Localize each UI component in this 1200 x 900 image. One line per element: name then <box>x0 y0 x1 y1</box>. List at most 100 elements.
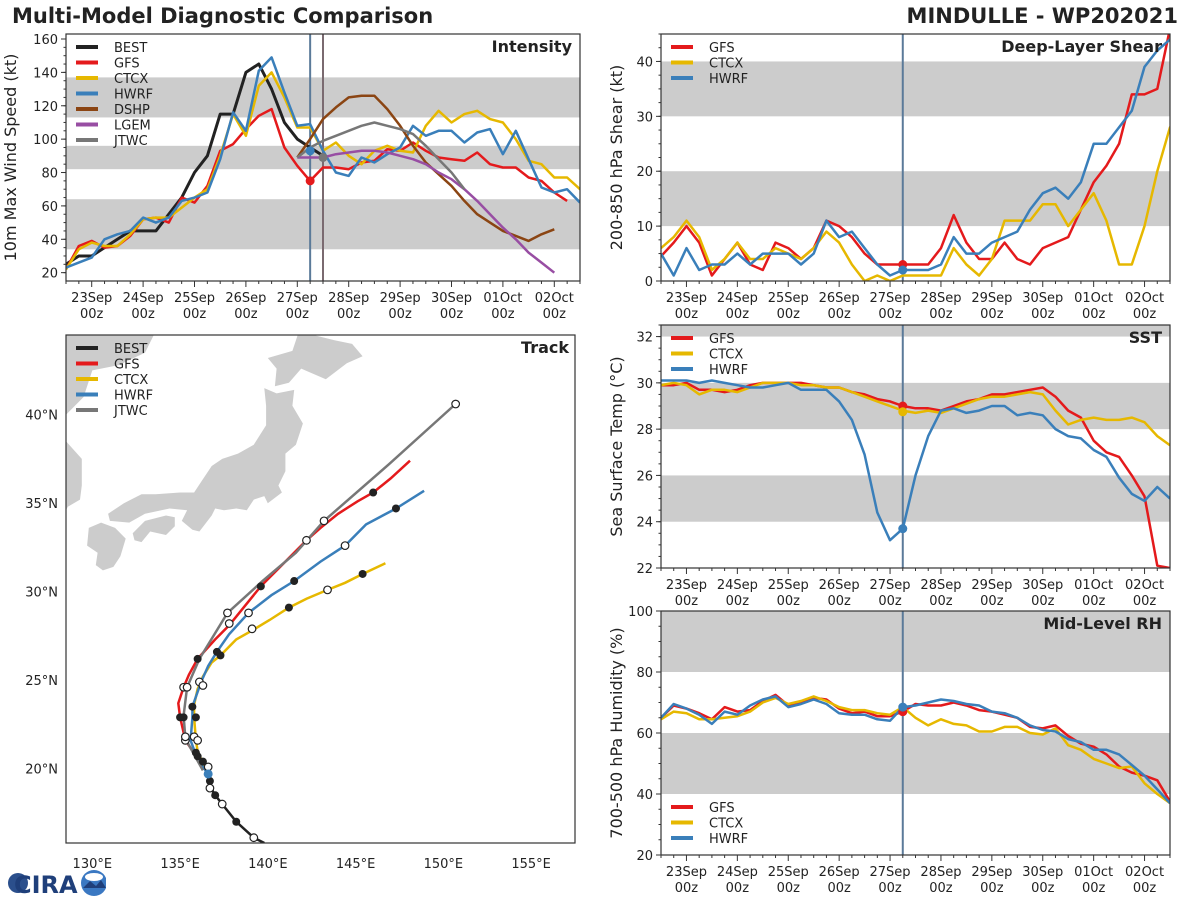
x-tick-label: 28Sep <box>920 291 961 306</box>
x-tick-label: 00z <box>777 307 801 322</box>
y-tick-label: 40 <box>636 55 653 70</box>
track-marker-open <box>319 516 329 526</box>
x-tick-label: 00z <box>827 881 851 896</box>
x-tick-label: 00z <box>286 307 310 322</box>
x-tick-label: 23Sep <box>71 291 112 306</box>
x-tick-label: 00z <box>726 594 750 609</box>
x-tick-label: 01Oct <box>1074 291 1113 306</box>
track-marker-open <box>247 624 257 634</box>
lat-tick-label: 35°N <box>25 497 58 512</box>
x-tick-label: 00z <box>440 307 464 322</box>
x-tick-label: 00z <box>1133 594 1157 609</box>
legend-label-gfs: GFS <box>709 332 735 347</box>
legend-label-gfs: GFS <box>709 41 735 56</box>
x-tick-label: 26Sep <box>225 291 266 306</box>
lon-tick-label: 140°E <box>248 857 288 872</box>
legend-label-gfs: GFS <box>709 801 735 816</box>
track-marker-filled <box>290 577 299 586</box>
y-tick-label: 30 <box>636 110 653 125</box>
hokkaido <box>267 335 363 387</box>
lon-tick-label: 150°E <box>424 857 464 872</box>
legend-label-gfs: GFS <box>114 358 140 373</box>
lat-tick-label: 20°N <box>25 763 58 778</box>
x-tick-label: 00z <box>1031 307 1055 322</box>
x-tick-label: 24Sep <box>717 578 758 593</box>
x-tick-label: 23Sep <box>666 865 707 880</box>
legend-label-hwrf: HWRF <box>709 363 748 378</box>
x-tick-label: 24Sep <box>717 865 758 880</box>
x-tick-label: 00z <box>827 594 851 609</box>
plot-frame <box>65 334 576 844</box>
x-tick-label: 25Sep <box>768 578 809 593</box>
x-tick-label: 02Oct <box>535 291 574 306</box>
y-axis-label: Sea Surface Temp (°C) <box>607 356 626 536</box>
legend-label-gfs: GFS <box>114 57 140 72</box>
marker-jtwc <box>318 153 328 162</box>
x-tick-label: 00z <box>878 307 902 322</box>
y-tick-label: 20 <box>636 849 653 864</box>
legend-label-best: BEST <box>114 41 147 56</box>
x-tick-label: 30Sep <box>1022 578 1063 593</box>
track-line-gfs <box>177 459 411 770</box>
series-line-hwrf <box>661 695 1170 804</box>
track-marker-filled <box>198 757 207 766</box>
x-tick-label: 00z <box>388 307 412 322</box>
y-tick-label: 80 <box>41 167 58 182</box>
track-marker-open <box>193 735 203 745</box>
x-tick-label: 00z <box>777 594 801 609</box>
chart-shear: 01020304023Sep00z24Sep00z25Sep00z26Sep00… <box>607 33 1171 322</box>
track-marker-open <box>198 681 208 690</box>
x-tick-label: 00z <box>1031 881 1055 896</box>
legend-label-ctcx: CTCX <box>114 373 148 388</box>
series-line-ctcx <box>661 695 1170 805</box>
lon-tick-label: 155°E <box>511 857 551 872</box>
track-marker-open <box>223 608 232 618</box>
logo-text: CIRA <box>14 871 78 898</box>
x-tick-label: 00z <box>675 594 699 609</box>
series-line-hwrf <box>661 379 1170 542</box>
y-tick-label: 100 <box>628 605 653 620</box>
panel-title: Deep-Layer Shear <box>1001 37 1162 56</box>
y-tick-label: 24 <box>636 516 653 531</box>
panel-title: Mid-Level RH <box>1043 614 1162 633</box>
x-tick-label: 28Sep <box>920 578 961 593</box>
track-line-hwrf <box>189 489 425 775</box>
x-tick-label: 23Sep <box>666 291 707 306</box>
legend-label-dshp: DSHP <box>114 103 150 118</box>
lat-tick-label: 25°N <box>25 674 58 689</box>
x-tick-label: 25Sep <box>174 291 215 306</box>
legend-label-ctcx: CTCX <box>709 348 743 363</box>
track-marker-open <box>249 833 259 843</box>
x-tick-label: 29Sep <box>971 865 1012 880</box>
track-marker-open <box>451 399 461 409</box>
legend-label-hwrf: HWRF <box>709 72 748 87</box>
x-tick-label: 29Sep <box>971 578 1012 593</box>
track-marker-filled <box>205 777 214 786</box>
marker-hwrf <box>898 524 908 534</box>
chart-sst: 22242628303223Sep00z24Sep00z25Sep00z26Se… <box>607 324 1171 609</box>
main-title: Multi-Model Diagnostic Comparison <box>12 4 434 28</box>
legend-label-ctcx: CTCX <box>709 817 743 832</box>
shaded-band <box>661 733 1170 794</box>
series-line-ctcx <box>66 71 580 270</box>
marker-gfs <box>305 176 315 186</box>
y-tick-label: 60 <box>636 727 653 742</box>
x-tick-label: 00z <box>777 881 801 896</box>
series-line-hwrf <box>66 56 580 269</box>
shaded-band <box>661 171 1170 227</box>
y-tick-label: 26 <box>636 469 653 484</box>
land-masses <box>66 335 363 571</box>
x-tick-label: 00z <box>1133 307 1157 322</box>
y-tick-label: 80 <box>636 666 653 681</box>
x-tick-label: 01Oct <box>483 291 522 306</box>
y-tick-label: 32 <box>636 331 653 346</box>
legend-label-best: BEST <box>114 342 147 357</box>
track-marker-filled <box>191 748 200 757</box>
x-tick-label: 00z <box>878 881 902 896</box>
x-tick-label: 00z <box>827 307 851 322</box>
shaded-band <box>661 325 1170 337</box>
y-tick-label: 22 <box>636 562 653 577</box>
globe-icon <box>8 873 28 893</box>
x-tick-label: 00z <box>1082 881 1106 896</box>
legend-label-jtwc: JTWC <box>113 404 148 419</box>
